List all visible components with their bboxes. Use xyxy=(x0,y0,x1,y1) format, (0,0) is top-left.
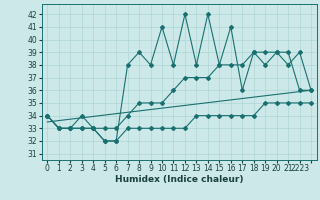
X-axis label: Humidex (Indice chaleur): Humidex (Indice chaleur) xyxy=(115,175,244,184)
